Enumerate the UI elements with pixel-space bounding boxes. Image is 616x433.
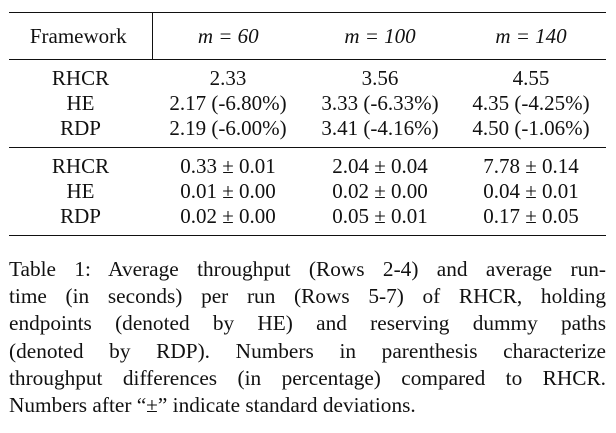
cell-m100: 3.56 [361,66,399,90]
cell-m100: 0.02 ± 0.00 [332,179,428,203]
table-row: HE 2.17 (-6.80%) 3.33 (-6.33%) 4.35 (-4.… [9,91,606,116]
group-separator-rule [9,147,606,148]
header-m60: m = 60 [197,23,259,48]
caption-line: throughput differences (in percentage) c… [9,365,606,390]
caption-line: endpoints (denoted by HE) and reserving … [9,311,606,336]
caption-line: Numbers after “±” indicate standard devi… [9,393,416,418]
results-table: Framework m = 60 m = 100 m = 140 RHCR 2.… [9,13,606,235]
table-row: RHCR 0.33 ± 0.01 2.04 ± 0.04 7.78 ± 0.14 [9,148,606,179]
header-m100: m = 100 [344,23,416,48]
row-label: HE [66,91,95,115]
cell-m140: 4.35 (-4.25%) [472,91,590,115]
row-label: RHCR [51,154,110,178]
cell-m60: 2.33 [209,66,247,90]
table-row: HE 0.01 ± 0.00 0.02 ± 0.00 0.04 ± 0.01 [9,179,606,204]
table-row: RDP 0.02 ± 0.00 0.05 ± 0.01 0.17 ± 0.05 [9,204,606,235]
cell-m140: 7.78 ± 0.14 [483,154,579,178]
cell-m60: 2.17 (-6.80%) [169,91,287,115]
row-label: HE [66,179,95,203]
cell-m60: 0.33 ± 0.01 [180,154,276,178]
table-caption: Table 1: Average throughput (Rows 2-4) a… [9,256,606,419]
cell-m60: 2.19 (-6.00%) [169,116,287,140]
cell-m140: 4.55 [512,66,550,90]
table-top-rule [9,12,606,13]
table-bottom-rule [9,235,606,236]
header-framework: Framework [9,13,153,60]
header-m140: m = 140 [495,23,567,48]
row-label: RDP [60,204,101,228]
cell-m100: 0.05 ± 0.01 [332,204,428,228]
header-separator-rule [9,59,606,60]
cell-m60: 0.02 ± 0.00 [180,204,276,228]
cell-m140: 0.17 ± 0.05 [483,204,579,228]
caption-line: (denoted by RDP). Numbers in parenthesis… [9,338,606,363]
cell-m140: 4.50 (-1.06%) [472,116,590,140]
table-row: RHCR 2.33 3.56 4.55 [9,60,606,91]
results-table-container: Framework m = 60 m = 100 m = 140 RHCR 2.… [9,12,606,236]
cell-m100: 2.04 ± 0.04 [332,154,428,178]
caption-line: time (in seconds) per run (Rows 5-7) of … [9,284,606,309]
table-header-row: Framework m = 60 m = 100 m = 140 [9,13,606,60]
cell-m60: 0.01 ± 0.00 [180,179,276,203]
table-row: RDP 2.19 (-6.00%) 3.41 (-4.16%) 4.50 (-1… [9,116,606,148]
cell-m100: 3.41 (-4.16%) [321,116,439,140]
cell-m140: 0.04 ± 0.01 [483,179,579,203]
cell-m100: 3.33 (-6.33%) [321,91,439,115]
caption-line: Table 1: Average throughput (Rows 2-4) a… [9,257,606,281]
row-label: RHCR [51,66,110,90]
row-label: RDP [60,116,101,140]
